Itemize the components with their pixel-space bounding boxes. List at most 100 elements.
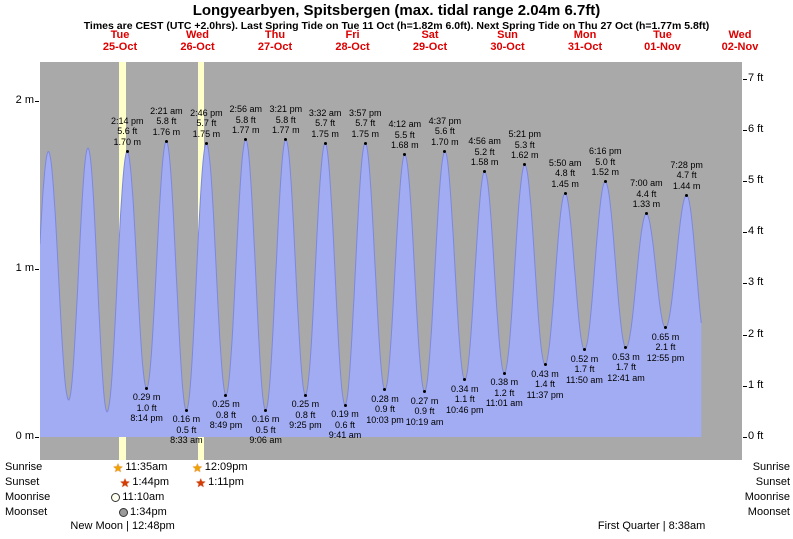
moonset-event: 1:34pm [119,506,167,519]
tide-dot [383,388,387,392]
low-tide-annotation: 0.28 m 0.9 ft 10:03 pm [366,393,404,425]
high-tide-annotation: 4:37 pm 5.6 ft 1.70 m [428,115,462,147]
tide-dot [164,139,168,143]
high-tide-annotation: 4:12 am 5.5 ft 1.68 m [388,119,422,151]
day-date: 29-Oct [412,41,448,53]
tide-dot [284,138,288,142]
day-name: Sat [421,29,439,41]
y-axis-tick-ft [743,334,747,336]
y-axis-tick-ft [743,437,747,438]
tide-dot [624,346,628,350]
day-date: 28-Oct [335,41,370,53]
moonset-time: 1:34pm [130,506,167,518]
low-tide-annotation: 0.29 m 1.0 ft 8:14 pm [130,392,163,424]
high-tide-annotation: 3:57 pm 5.7 ft 1.75 m [348,107,382,139]
moonrise-time: 11:10am [122,491,165,503]
sunset-event: ★ 1:11pm [195,476,244,489]
tide-curve-line [40,138,702,413]
tide-curve-svg [40,138,702,437]
day-date: 02-Nov [721,41,759,53]
moon-phase-label: First Quarter | 8:38am [597,520,706,532]
sunrise-event: ★ 12:09pm [192,461,248,474]
moonset-row-label-left: Moonset [5,506,48,518]
day-name: Tue [653,29,672,41]
day-label-25-Oct: Tue 25-Oct [103,29,137,53]
day-labels-row: Tue 25-Oct Wed 26-Oct Thu 27-Oct Fri 28-Oct Sat 2… [0,29,793,59]
tide-dot [323,141,327,145]
y-axis-tick-m [35,101,39,102]
y-axis-tick-ft [743,385,747,387]
tide-dot [264,408,268,412]
day-label-26-Oct: Wed 26-Oct [180,29,214,53]
tide-dot [502,371,506,375]
day-name: Wed [728,29,752,41]
tide-dot [224,393,228,397]
tide-dot [343,403,347,407]
y-axis-tick-m [35,437,39,438]
high-tide-annotation: 6:16 pm 5.0 ft 1.52 m [588,146,622,178]
y-axis-label-m: 2 m [15,94,34,106]
day-label-30-Oct: Sun 30-Oct [490,29,524,53]
sunrise-row-label-right: Sunrise [752,461,790,473]
tide-dot [363,141,367,145]
moonset-row-label-right: Moonset [747,506,790,518]
low-tide-annotation: 0.16 m 0.5 ft 9:06 am [249,414,282,446]
moonrise-row-label-right: Moonrise [744,491,790,503]
high-tide-annotation: 2:56 am 5.8 ft 1.77 m [229,104,262,136]
day-label-27-Oct: Thu 27-Oct [258,29,292,53]
tide-dot [685,193,689,197]
tide-dot [423,390,427,394]
day-name: Tue [110,29,130,41]
high-tide-annotation: 5:21 pm 5.3 ft 1.62 m [508,129,542,161]
sunrise-event: ★ 11:35am [113,461,168,474]
day-date: 25-Oct [102,41,138,53]
day-date: 26-Oct [180,41,215,53]
high-tide-annotation: 3:32 am 5.7 ft 1.75 m [308,107,342,139]
y-axis-tick-ft [743,129,747,131]
sunset-time: 1:11pm [208,476,244,488]
y-axis-tick-ft [743,283,747,285]
day-date: 30-Oct [490,41,525,53]
tide-dot [523,163,527,167]
day-name: Wed [185,29,210,41]
low-tide-annotation: 0.25 m 0.8 ft 9:25 pm [289,399,322,430]
sunrise-icon: ★ [191,460,203,475]
tide-dot [184,408,188,412]
low-tide-annotation: 0.16 m 0.5 ft 8:33 am [170,414,203,446]
sunrise-time: 12:09pm [204,461,248,473]
y-axis-label-ft: 0 ft [748,430,764,442]
low-tide-annotation: 0.25 m 0.8 ft 8:49 pm [209,399,243,430]
y-axis-tick-ft [743,180,747,182]
y-axis-label-ft: 4 ft [748,225,764,238]
y-axis-label-ft: 3 ft [748,276,764,289]
tide-dot [463,378,467,382]
y-axis-tick-m [35,269,39,270]
low-tide-annotation: 0.19 m 0.6 ft 9:41 am [328,409,362,441]
high-tide-annotation: 2:21 am 5.8 ft 1.76 m [150,105,183,137]
day-name: Fri [345,29,360,41]
y-axis-label-m: 1 m [15,262,34,274]
tide-dot [663,326,667,330]
day-name: Thu [264,29,286,41]
y-axis-tick-ft [743,232,747,234]
sunset-row-label-left: Sunset [5,476,40,488]
tide-dot [543,363,547,367]
low-tide-annotation: 0.34 m 1.1 ft 10:46 pm [446,383,484,415]
sunrise-icon: ★ [112,460,124,475]
tide-dot [483,170,487,174]
high-tide-annotation: 7:28 pm 4.7 ft 1.44 m [670,159,703,191]
day-label-02-Nov: Wed 02-Nov [722,29,759,53]
y-axis-label-ft: 7 ft [748,71,764,84]
sunset-time: 1:44pm [132,476,170,488]
high-tide-annotation: 7:00 am 4.4 ft 1.33 m [630,178,663,210]
tide-dot [563,191,567,195]
y-axis-label-ft: 1 ft [748,378,764,391]
tide-dot [582,348,586,352]
high-tide-annotation: 3:21 pm 5.8 ft 1.77 m [269,104,303,136]
tide-dot [603,180,607,184]
tide-plot-area: 2:14 pm 5.6 ft 1.70 m 0.29 m 1.0 ft 8:14 … [40,62,742,460]
high-tide-annotation: 4:56 am 5.2 ft 1.58 m [468,136,501,168]
tide-dot [145,386,149,390]
tide-dot [303,393,307,397]
